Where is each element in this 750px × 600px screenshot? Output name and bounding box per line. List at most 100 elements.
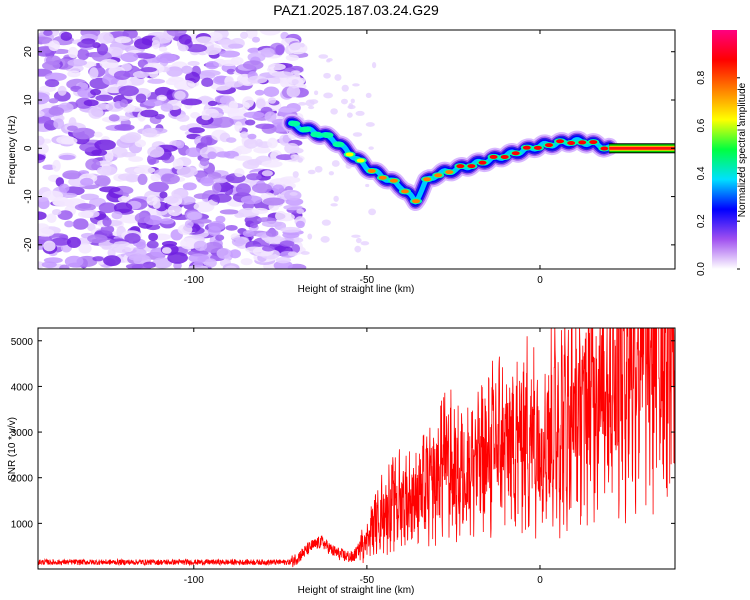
noise-blob (161, 247, 172, 254)
noise-blob (247, 75, 268, 84)
noise-blob (97, 32, 114, 44)
noise-blob (216, 247, 231, 259)
ridge-core (578, 140, 587, 145)
noise-blob (156, 94, 167, 102)
noise-blob (334, 74, 342, 81)
noise-blob (66, 125, 78, 131)
spectrogram-frame (37, 29, 676, 270)
noise-blob (77, 210, 94, 218)
spectrogram-x-label: Height of straight line (km) (298, 284, 415, 295)
noise-blob (260, 47, 275, 58)
ridge-core (489, 154, 498, 159)
noise-blob (177, 44, 189, 52)
noise-blob (261, 170, 274, 177)
noise-blob (94, 139, 116, 151)
noise-blob (72, 127, 95, 140)
noise-blob (166, 66, 183, 77)
noise-blob (87, 234, 108, 244)
spectrogram-x-tick-label: -100 (184, 275, 204, 286)
noise-blob (242, 96, 254, 108)
snr-y-tick-label: 4000 (11, 382, 34, 393)
noise-blob (38, 228, 55, 237)
noise-blob (186, 211, 202, 220)
ridge-core (378, 175, 387, 180)
noise-blob (261, 220, 282, 228)
noise-blob (371, 62, 377, 69)
noise-blob (320, 235, 330, 243)
noise-blob (354, 245, 362, 253)
noise-blob (58, 183, 70, 193)
noise-blob (246, 173, 262, 181)
noise-blob (38, 110, 45, 118)
noise-blob (59, 154, 76, 160)
noise-blob (134, 139, 147, 148)
noise-blob (355, 110, 365, 116)
noise-blob (240, 131, 249, 139)
noise-blob (365, 122, 375, 127)
noise-blob (208, 112, 224, 119)
noise-blob (321, 219, 331, 226)
noise-blob (229, 249, 242, 259)
noise-blob (259, 30, 281, 36)
noise-blob (247, 158, 262, 166)
noise-blob (161, 153, 171, 161)
noise-blob (249, 222, 258, 229)
noise-blob (291, 78, 299, 85)
snr-x-tick-label: -50 (360, 575, 375, 586)
noise-blob (290, 154, 300, 160)
noise-blob (141, 128, 158, 138)
noise-blob (224, 265, 237, 269)
noise-blob (113, 202, 133, 214)
noise-blob (234, 168, 245, 178)
noise-blob (111, 245, 132, 254)
noise-blob (313, 90, 319, 96)
ridge-core (600, 146, 609, 151)
noise-blob (207, 100, 218, 106)
noise-blob (44, 72, 67, 82)
noise-blob (333, 195, 339, 202)
noise-blob (323, 72, 331, 79)
noise-blob (251, 207, 269, 214)
noise-blob (178, 34, 192, 45)
noise-blob (72, 218, 89, 230)
noise-blob (193, 261, 204, 267)
noise-blob (46, 213, 57, 224)
noise-blob (289, 192, 298, 196)
noise-blob (245, 30, 258, 39)
noise-blob (365, 92, 372, 99)
noise-blob (57, 210, 73, 220)
spectrogram-y-tick-label: 10 (23, 94, 34, 106)
noise-blob (176, 166, 198, 177)
noise-blob (161, 240, 178, 247)
noise-blob (175, 139, 185, 149)
noise-blob (242, 230, 255, 237)
noise-blob (207, 151, 217, 160)
noise-blob (283, 204, 303, 211)
snr-y-tick-label: 3000 (11, 428, 34, 439)
noise-blob (199, 157, 210, 167)
noise-blob (202, 43, 222, 56)
noise-blob (211, 193, 232, 203)
ridge-core (556, 139, 565, 144)
ridge-core (522, 145, 531, 150)
noise-blob (102, 217, 112, 227)
noise-blob (330, 108, 338, 115)
noise-blob (96, 103, 110, 110)
noise-blob (264, 235, 286, 245)
noise-blob (286, 85, 301, 98)
noise-blob (174, 90, 186, 100)
noise-blob (293, 237, 304, 243)
noise-blob (181, 65, 193, 74)
noise-blob (92, 256, 104, 262)
noise-blob (247, 133, 257, 140)
noise-blob (91, 51, 112, 62)
noise-blob (352, 83, 360, 87)
noise-blob (262, 197, 285, 206)
noise-blob (117, 173, 138, 181)
noise-blob (309, 99, 319, 105)
noise-blob (53, 118, 65, 130)
ridge-core (367, 168, 376, 173)
noise-blob (296, 208, 305, 214)
ridge-core (389, 178, 398, 183)
